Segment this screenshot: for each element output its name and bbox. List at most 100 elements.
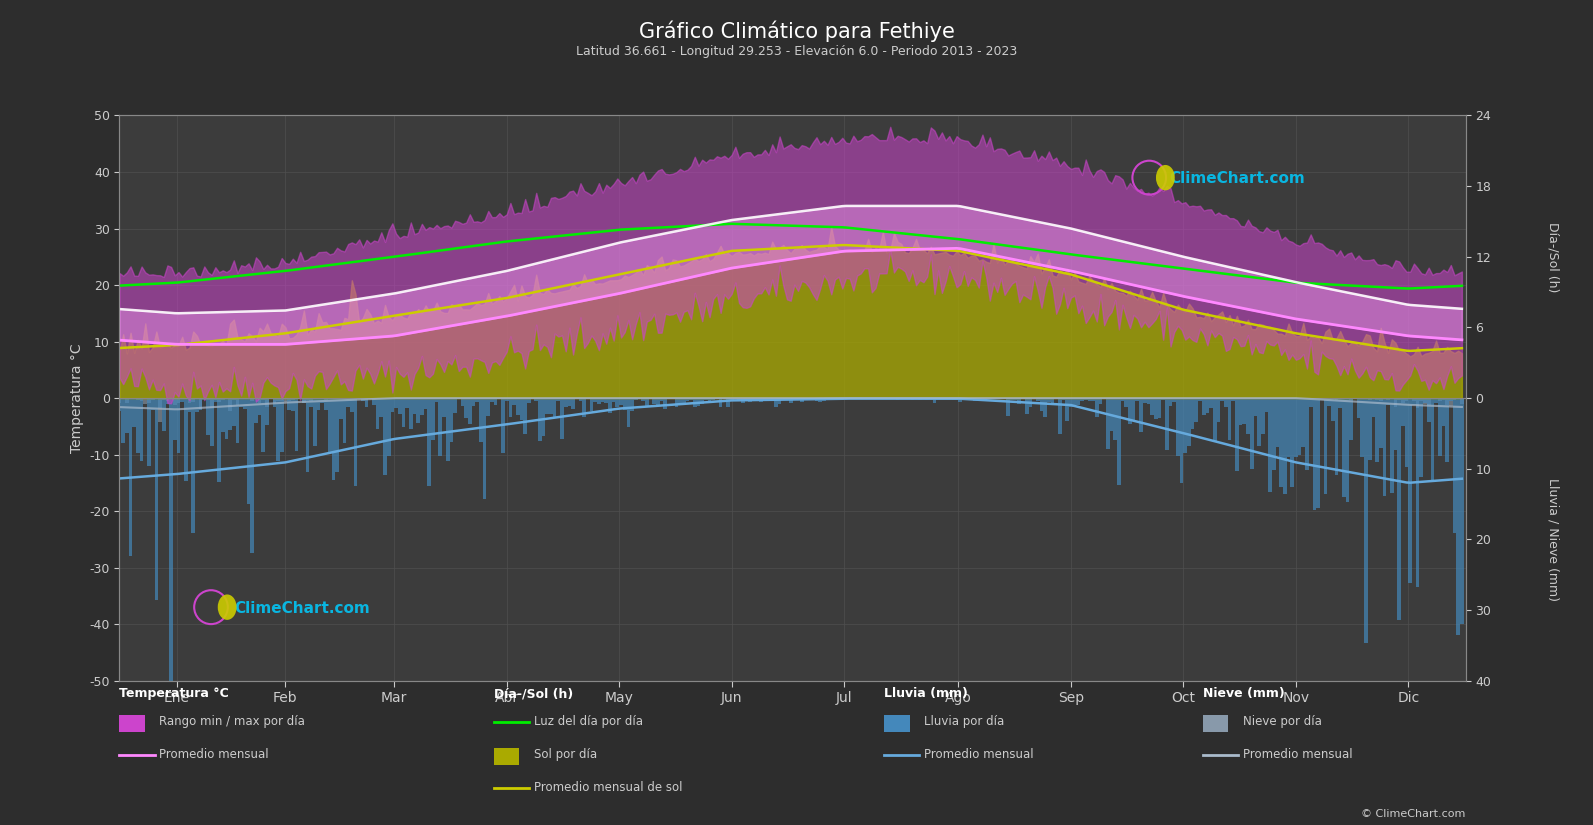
Bar [1357,398,1360,418]
Bar [1438,398,1442,456]
Bar [519,398,524,420]
Bar [988,398,992,399]
Bar [800,398,803,402]
Bar [280,398,284,401]
Text: Nieve por día: Nieve por día [1243,714,1322,728]
Bar [166,398,169,403]
Bar [1338,398,1341,408]
Bar [320,398,323,403]
Text: Lluvia por día: Lluvia por día [924,714,1004,728]
Bar [819,398,822,403]
Bar [556,398,561,401]
Bar [741,398,744,403]
Bar [368,398,373,399]
Text: ClimeChart.com: ClimeChart.com [234,601,370,615]
Bar [929,398,932,399]
Bar [1282,398,1287,494]
Bar [752,398,755,401]
Bar [542,398,545,436]
Bar [454,398,457,413]
Bar [118,398,121,403]
Bar [604,398,609,403]
Bar [940,398,943,399]
Bar [1375,398,1380,462]
Bar [276,398,280,402]
Bar [538,398,542,441]
Bar [1332,398,1335,421]
Bar [984,398,988,399]
Bar [1372,398,1375,417]
Text: Latitud 36.661 - Longitud 29.253 - Elevación 6.0 - Periodo 2013 - 2023: Latitud 36.661 - Longitud 29.253 - Eleva… [577,45,1016,59]
Bar [918,398,922,400]
Bar [188,398,191,412]
Bar [180,398,185,399]
Bar [384,398,387,475]
Bar [118,398,121,411]
Bar [129,398,132,555]
Bar [151,398,155,400]
Bar [239,398,244,408]
Bar [376,398,379,429]
Bar [513,398,516,405]
Bar [1257,398,1262,446]
Bar [626,398,631,427]
Bar [1021,398,1024,399]
Bar [1091,398,1094,401]
Bar [674,398,679,407]
Bar [1187,398,1192,446]
Bar [1114,398,1117,440]
Bar [1007,398,1010,416]
Bar [1456,398,1461,399]
Bar [314,398,317,446]
Bar [1324,398,1327,493]
Bar [1063,398,1066,400]
Bar [1153,398,1158,418]
Bar [1276,398,1279,447]
Bar [413,398,416,414]
Bar [317,398,320,410]
Bar [959,398,962,402]
Bar [1209,398,1212,408]
Bar [276,398,280,461]
Bar [155,398,158,600]
Bar [143,398,147,404]
Bar [1072,398,1077,407]
Bar [1251,398,1254,469]
Bar [1408,398,1411,583]
Bar [1058,398,1063,434]
Bar [1231,398,1235,401]
Text: Luz del día por día: Luz del día por día [534,714,642,728]
Bar [545,398,550,414]
Bar [1397,398,1400,400]
Bar [1195,398,1198,422]
Bar [1128,398,1131,424]
Bar [331,398,335,480]
Bar [132,398,135,427]
Bar [350,398,354,399]
Bar [210,398,213,408]
Bar [726,398,730,408]
Bar [1206,398,1209,413]
Bar [1201,398,1206,415]
Bar [895,398,900,400]
Bar [1287,398,1290,457]
Bar [1268,398,1271,492]
Text: Día-/Sol (h): Día-/Sol (h) [1547,222,1560,292]
Bar [1018,398,1021,403]
Bar [393,398,398,408]
Bar [1158,398,1161,418]
Bar [174,398,177,405]
Bar [140,398,143,461]
Bar [284,398,287,402]
Bar [660,398,663,401]
Bar [390,398,393,412]
Bar [435,398,438,403]
Bar [199,398,202,409]
Bar [1262,398,1265,434]
Bar [151,398,155,410]
Bar [287,398,292,401]
Bar [1386,398,1391,405]
Bar [808,398,811,400]
Text: Rango min / max por día: Rango min / max por día [159,714,306,728]
Bar [1450,398,1453,406]
